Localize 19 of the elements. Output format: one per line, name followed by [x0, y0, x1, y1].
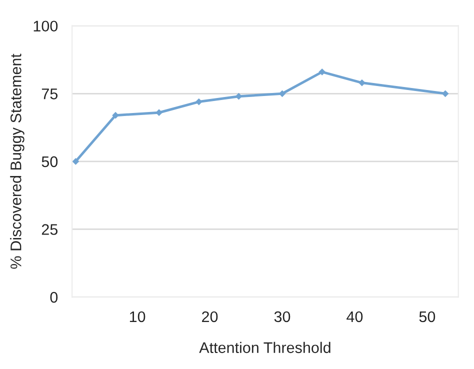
y-tick-label: 25: [42, 224, 58, 235]
x-tick-label: 50: [419, 311, 436, 322]
x-axis-title: Attention Threshold: [199, 342, 330, 354]
point: [318, 68, 326, 76]
y-tick-label: 100: [34, 20, 58, 32]
x-tick-label: 40: [346, 311, 363, 322]
x-tick-label: 10: [130, 311, 146, 322]
x-tick-label: 20: [202, 311, 218, 322]
y-axis-title: % Discovered Buggy Statement: [10, 54, 24, 269]
point: [195, 98, 202, 106]
y-tick-label: 0: [50, 292, 58, 303]
point: [112, 112, 119, 119]
y-tick-label: 50: [42, 156, 58, 168]
y-tick-label: 75: [42, 88, 58, 100]
x-tick-label: 30: [274, 311, 290, 322]
point: [72, 158, 80, 165]
point: [442, 90, 449, 98]
point: [156, 109, 162, 116]
point: [358, 79, 366, 86]
